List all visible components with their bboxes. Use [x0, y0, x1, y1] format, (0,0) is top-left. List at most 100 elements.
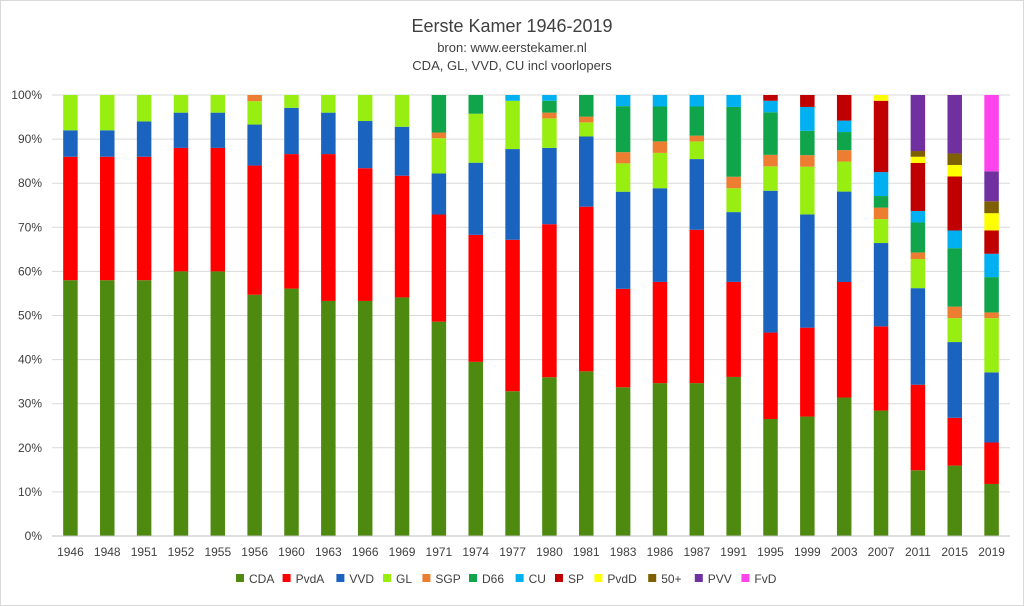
- legend-item-VVD: VVD: [336, 572, 374, 586]
- legend-label: D66: [482, 572, 504, 586]
- legend-swatch: [594, 574, 603, 582]
- x-tick-label: 1987: [683, 545, 710, 559]
- bar-segment-VVD-1952: [173, 112, 189, 148]
- legend-swatch: [383, 574, 391, 582]
- x-axis-ticks: 1946 1948 1951 1952 1955 1956 1960 1963 1966 1969…: [57, 545, 1005, 559]
- x-tick-label: 1963: [315, 545, 342, 559]
- bar-segment-CDA-1960: [284, 288, 299, 536]
- x-tick-label: 1946: [57, 545, 84, 559]
- bar-segment-PvdD-2019: [984, 213, 999, 231]
- y-tick-label: 50%: [18, 309, 42, 323]
- bar-group-2011: [910, 95, 926, 536]
- bar-segment-D66-1991: [726, 106, 741, 177]
- bar-segment-VVD-1948: [100, 130, 115, 157]
- bar-segment-GL-1991: [726, 188, 741, 213]
- bar-segment-CDA-1991: [726, 376, 741, 536]
- legend-label: FvD: [754, 572, 776, 586]
- y-tick-label: 0%: [25, 529, 43, 543]
- legend-label: PVV: [708, 572, 732, 586]
- bar-segment-CDA-1951: [136, 280, 152, 536]
- bar-segment-FvD-2019: [984, 95, 999, 172]
- bar-segment-CDA-1946: [63, 280, 78, 536]
- legend-item-SP: SP: [555, 572, 584, 586]
- bar-segment-PvdA-1946: [63, 156, 78, 281]
- bar-segment-GL-1987: [689, 141, 705, 160]
- bar-segment-GL-1971: [431, 138, 447, 174]
- chart-title: Eerste Kamer 1946-2019: [411, 16, 612, 36]
- bar-segment-PvdA-1971: [431, 214, 447, 322]
- bar-segment-CU-2019: [984, 253, 999, 278]
- bar-segment-CDA-1986: [652, 383, 668, 536]
- x-tick-label: 1971: [426, 545, 453, 559]
- bar-segment-PvdA-1974: [468, 234, 483, 362]
- bar-segment-PvdD-2011: [910, 156, 926, 163]
- chart-subtitle-source: bron: www.eerstekamer.nl: [437, 40, 587, 55]
- legend-swatch: [336, 574, 345, 582]
- bar-segment-CDA-1971: [431, 321, 447, 536]
- bar-group-1991: [726, 95, 741, 536]
- bar-segment-VVD-1951: [136, 121, 152, 157]
- legend: CDA PvdA VVD GL SGP D66 CU SP PvdD 50+ PVV FvD: [236, 572, 777, 586]
- legend-swatch: [648, 574, 657, 582]
- bar-segment-GL-1983: [615, 163, 631, 192]
- legend-swatch: [236, 574, 244, 582]
- legend-item-FvD: FvD: [741, 572, 777, 586]
- bar-segment-GL-1981: [579, 122, 594, 137]
- bar-segment-D66-2015: [947, 248, 962, 307]
- bar-segment-PvdA-1960: [284, 154, 299, 289]
- y-tick-label: 100%: [11, 88, 42, 102]
- bar-segment-GL-1946: [63, 95, 78, 131]
- bar-segment-CDA-1995: [763, 418, 778, 536]
- bar-segment-VVD-1987: [689, 159, 705, 230]
- bar-segment-SP-2007: [873, 100, 889, 173]
- y-tick-label: 70%: [18, 220, 42, 234]
- legend-label: PvdA: [296, 572, 325, 586]
- x-tick-label: 1986: [647, 545, 674, 559]
- x-tick-label: 1966: [352, 545, 379, 559]
- bar-group-1966: [357, 95, 373, 536]
- bar-group-1974: [468, 95, 483, 536]
- bar-segment-VVD-1966: [357, 121, 373, 169]
- bar-segment-CDA-2003: [836, 397, 852, 536]
- bar-segment-PvdA-2003: [836, 281, 852, 398]
- bar-segment-VVD-1995: [763, 190, 778, 333]
- legend-label: 50+: [661, 572, 681, 586]
- bar-segment-PvdA-1999: [800, 327, 815, 417]
- bar-segment-D66-2007: [873, 196, 889, 208]
- x-tick-label: 1977: [499, 545, 526, 559]
- bar-segment-SGP-1986: [652, 141, 668, 153]
- bar-segment-SGP-1980: [542, 112, 557, 119]
- bar-segment-PVV-2019: [984, 171, 999, 202]
- bar-segment-GL-1999: [800, 166, 815, 215]
- bar-segment-CDA-1981: [579, 371, 594, 536]
- bar-segment-CU-1991: [726, 95, 741, 107]
- bar-group-1960: [284, 95, 299, 536]
- bar-segment-CU-1986: [652, 95, 668, 107]
- bar-segment-CDA-1999: [800, 416, 815, 536]
- bar-segment-GL-2015: [947, 318, 962, 343]
- y-tick-label: 60%: [18, 264, 42, 278]
- bar-group-1948: [100, 95, 115, 536]
- bar-segment-D66-1995: [763, 112, 778, 155]
- bar-segment-CDA-1952: [173, 271, 189, 536]
- bar-group-1995: [763, 95, 778, 536]
- bar-segment-PvdD-2007: [873, 95, 889, 101]
- bar-segment-VVD-1960: [284, 107, 299, 155]
- bar-segment-D66-1981: [579, 95, 594, 117]
- bar-segment-PvdA-2007: [873, 326, 889, 411]
- x-tick-label: 1981: [573, 545, 600, 559]
- bar-segment-CDA-1956: [247, 294, 262, 536]
- bar-segment-PVV-2015: [947, 95, 962, 154]
- bars: [63, 95, 999, 536]
- bar-segment-PvdA-1980: [542, 224, 557, 378]
- bar-group-1999: [800, 95, 815, 536]
- x-tick-label: 1983: [610, 545, 637, 559]
- bar-segment-PvdA-1966: [357, 168, 373, 301]
- bar-segment-PvdA-1995: [763, 332, 778, 419]
- bar-segment-CDA-2019: [984, 483, 999, 536]
- legend-item-PvdA: PvdA: [282, 572, 325, 586]
- bar-segment-PvdA-1983: [615, 288, 631, 388]
- x-tick-label: 2003: [831, 545, 858, 559]
- bar-segment-SP-1999: [800, 95, 815, 107]
- bar-segment-PvdD-2015: [947, 164, 962, 177]
